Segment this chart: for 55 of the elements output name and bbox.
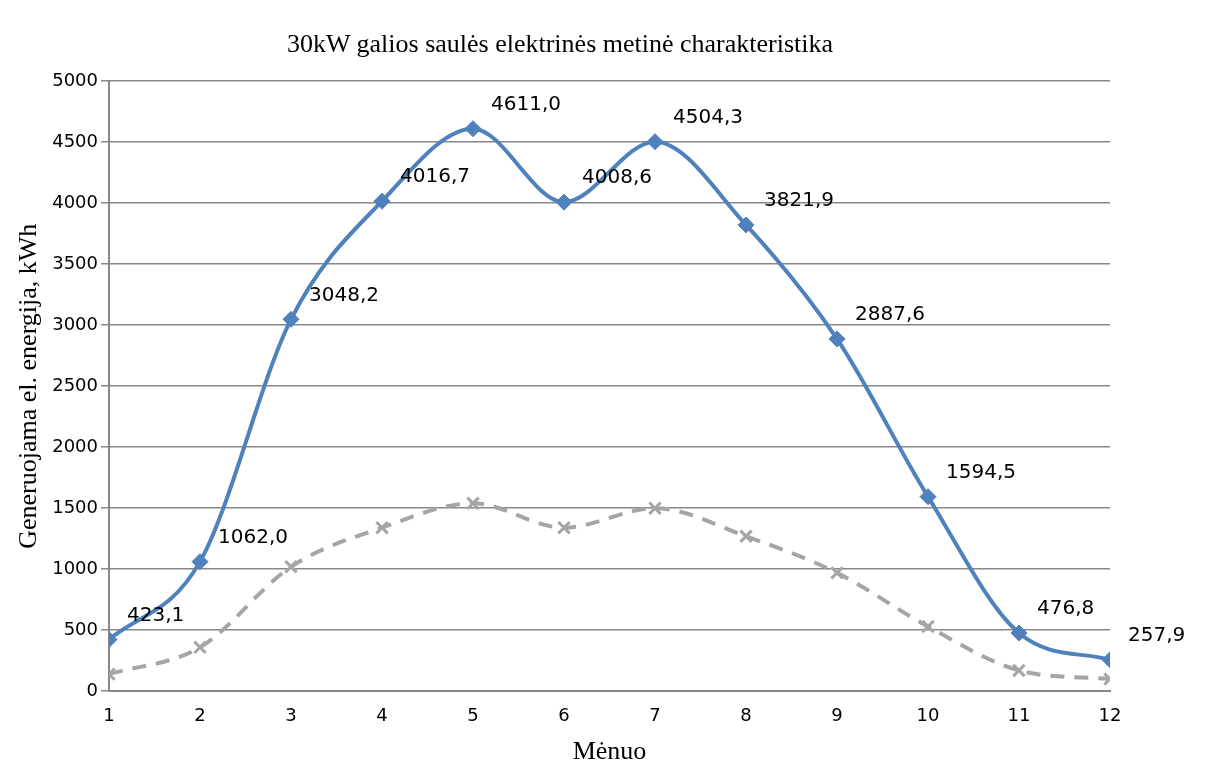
data-label: 4611,0 <box>491 90 561 115</box>
point <box>464 120 482 138</box>
x-tick-label: 11 <box>1007 703 1031 725</box>
point <box>1010 624 1028 642</box>
point <box>829 565 845 581</box>
y-tick-label: 2000 <box>52 434 99 456</box>
x-tick-label: 8 <box>740 703 752 725</box>
x-tick-label: 2 <box>194 703 206 725</box>
point <box>919 488 937 506</box>
point <box>737 216 755 234</box>
data-label: 257,9 <box>1128 621 1186 646</box>
point <box>191 553 209 571</box>
y-axis-title: Generuojama el. energija, kWh <box>13 223 43 549</box>
data-label: 1594,5 <box>946 458 1016 483</box>
y-tick-label: 1500 <box>52 495 99 517</box>
data-label: 3048,2 <box>309 281 379 306</box>
y-tick-label: 3500 <box>52 251 99 273</box>
x-tick-label: 1 <box>103 703 115 725</box>
y-tick-label: 5000 <box>52 68 99 90</box>
point <box>738 529 754 544</box>
x-tick-label: 6 <box>558 703 570 725</box>
y-tick-label: 1000 <box>52 556 99 578</box>
data-label: 1062,0 <box>218 523 288 548</box>
x-tick-label: 12 <box>1098 703 1122 725</box>
chart-title: 30kW galios saulės elektrinės metinė charakteristika <box>286 29 834 59</box>
point <box>646 133 664 151</box>
data-label: 4504,3 <box>673 103 743 128</box>
x-tick-label: 4 <box>376 703 388 725</box>
data-label: 476,8 <box>1037 595 1095 620</box>
point <box>282 310 300 328</box>
data-label: 3821,9 <box>764 187 834 212</box>
point <box>465 496 481 511</box>
data-label: 2887,6 <box>855 301 925 326</box>
point <box>828 330 846 348</box>
y-tick-label: 4000 <box>52 190 99 212</box>
y-tick-label: 500 <box>63 617 99 639</box>
x-tick-label: 9 <box>831 703 843 725</box>
point <box>556 520 572 535</box>
point <box>283 559 299 574</box>
y-tick-label: 0 <box>86 678 99 700</box>
point <box>555 193 573 211</box>
y-tick-label: 4500 <box>52 129 99 151</box>
x-tick-label: 10 <box>916 703 940 725</box>
point <box>920 619 936 634</box>
point <box>373 192 391 210</box>
y-tick-label: 2500 <box>52 373 99 395</box>
point <box>374 520 390 535</box>
x-tick-label: 5 <box>467 703 479 725</box>
point <box>1011 663 1027 678</box>
point <box>647 501 663 516</box>
y-tick-label: 3000 <box>52 312 99 334</box>
x-axis-title: Mėnuo <box>572 736 647 766</box>
x-tick-label: 7 <box>649 703 661 725</box>
point <box>192 640 208 655</box>
x-tick-label: 3 <box>285 703 297 725</box>
